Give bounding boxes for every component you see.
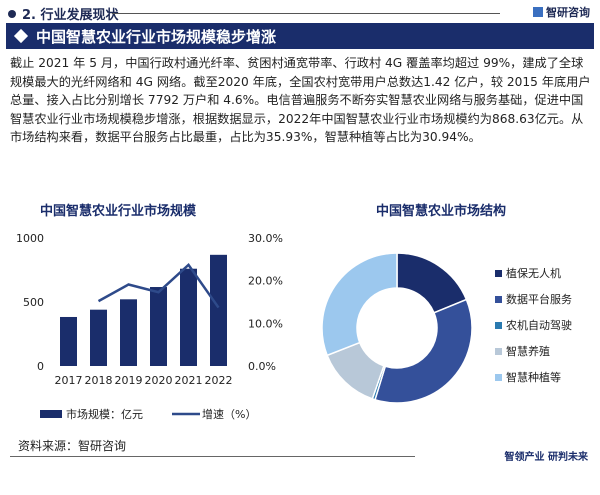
legend-swatch bbox=[495, 374, 502, 381]
x-tick-label: 2019 bbox=[115, 374, 143, 387]
y2-tick-label: 30.0% bbox=[248, 232, 283, 245]
slogan: 智领产业 研判未来 bbox=[504, 452, 588, 463]
growth-line bbox=[97, 263, 220, 309]
pie-chart-title: 中国智慧农业市场结构 bbox=[376, 204, 507, 219]
legend-swatch bbox=[495, 348, 502, 355]
donut-slice bbox=[374, 298, 473, 404]
section-heading: 2. 行业发展现状 bbox=[8, 4, 119, 23]
y2-tick-label: 0.0% bbox=[248, 360, 276, 373]
bar bbox=[150, 287, 167, 366]
bar bbox=[210, 254, 227, 366]
legend-bar-swatch bbox=[40, 410, 62, 418]
y-tick-label: 1000 bbox=[16, 232, 44, 245]
legend-swatch bbox=[495, 270, 502, 277]
logo-icon bbox=[533, 7, 543, 17]
body-paragraph: 截止 2021 年 5 月，中国行政村通光纤率、贫困村通宽带率、行政村 4G 覆… bbox=[10, 56, 591, 144]
x-tick-label: 2017 bbox=[55, 374, 83, 387]
diamond-icon bbox=[13, 28, 29, 44]
bullet-icon bbox=[8, 9, 16, 18]
bar-chart-title: 中国智慧农业行业市场规模 bbox=[40, 204, 197, 219]
legend-bar-label: 市场规模：亿元 bbox=[66, 407, 143, 421]
legend-swatch bbox=[495, 322, 502, 329]
y-tick-label: 500 bbox=[23, 296, 44, 309]
legend-label: 智慧种植等 bbox=[506, 370, 561, 384]
banner: 中国智慧农业行业市场规模稳步增涨 bbox=[6, 23, 594, 49]
bar bbox=[180, 268, 197, 366]
section-title: 2. 行业发展现状 bbox=[22, 8, 119, 23]
legend-label: 植保无人机 bbox=[506, 266, 561, 280]
bar bbox=[90, 309, 107, 366]
legend-label: 数据平台服务 bbox=[506, 292, 572, 306]
legend-label: 农机自动驾驶 bbox=[506, 318, 572, 332]
donut-slice bbox=[321, 252, 398, 357]
banner-title: 中国智慧农业行业市场规模稳步增涨 bbox=[36, 27, 277, 46]
bar bbox=[60, 316, 77, 366]
brand-logo: 智研咨询 bbox=[533, 4, 590, 20]
x-tick-label: 2020 bbox=[145, 374, 173, 387]
footer-divider bbox=[10, 456, 415, 457]
y2-tick-label: 10.0% bbox=[248, 317, 283, 330]
legend-line-label: 增速（%） bbox=[202, 407, 256, 421]
x-tick-label: 2022 bbox=[205, 374, 233, 387]
y-tick-label: 0 bbox=[37, 360, 44, 373]
source-note: 资料来源：智研咨询 bbox=[18, 439, 127, 453]
x-tick-label: 2021 bbox=[175, 374, 203, 387]
x-tick-label: 2018 bbox=[85, 374, 113, 387]
brand-name: 智研咨询 bbox=[546, 6, 590, 19]
legend-label: 智慧养殖 bbox=[506, 344, 550, 358]
bar bbox=[120, 299, 137, 366]
legend-swatch bbox=[495, 296, 502, 303]
y2-tick-label: 20.0% bbox=[248, 275, 283, 288]
divider bbox=[112, 13, 500, 14]
